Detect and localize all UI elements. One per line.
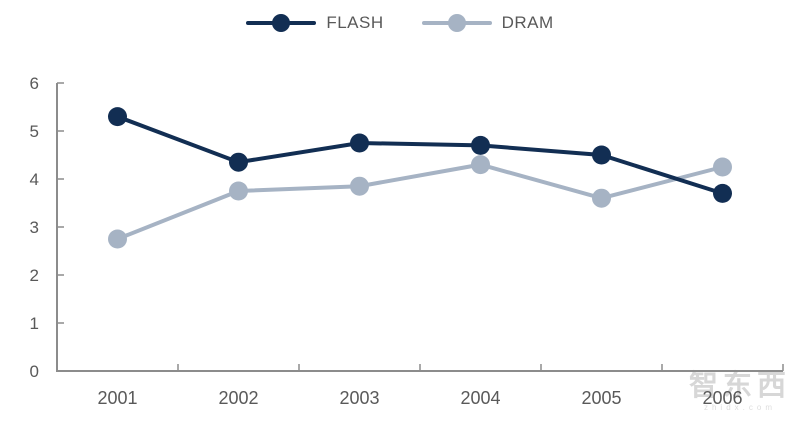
x-tick-label-2005: 2005 — [581, 388, 621, 408]
x-tick-label-2003: 2003 — [339, 388, 379, 408]
dram-point-2004 — [471, 155, 490, 175]
x-tick-label-2004: 2004 — [460, 388, 500, 408]
legend: FLASH DRAM — [0, 6, 800, 40]
dram-series-marker-icon — [421, 14, 492, 32]
dram-point-2005 — [592, 188, 611, 208]
x-tick-label-2006: 2006 — [702, 388, 742, 408]
x-tick-label-2001: 2001 — [97, 388, 137, 408]
dram-point-2002 — [229, 181, 248, 201]
y-tick-label: 0 — [30, 362, 39, 381]
legend-item-dram: DRAM — [421, 13, 554, 33]
flash-legend-dot — [272, 14, 291, 32]
flash-point-2001 — [108, 107, 127, 127]
legend-item-flash: FLASH — [246, 13, 383, 33]
flash-point-2004 — [471, 135, 490, 155]
y-tick-label: 2 — [30, 266, 39, 285]
flash-point-2002 — [229, 152, 248, 172]
watermark-logo-text: 智东西 — [688, 370, 791, 402]
watermark-subtext: zhidx.com — [703, 403, 776, 412]
y-tick-label: 3 — [30, 218, 39, 237]
dram-legend-dot — [447, 14, 466, 32]
y-tick-label: 6 — [30, 74, 39, 93]
y-tick-label: 4 — [30, 170, 39, 189]
dram-point-2006 — [713, 157, 732, 177]
flash-point-2003 — [350, 133, 369, 153]
y-tick-label: 5 — [30, 122, 39, 141]
watermark: 智东西 zhidx.com — [684, 372, 796, 412]
y-tick-label: 1 — [30, 314, 39, 333]
flash-line — [116, 114, 724, 196]
dram-line — [116, 162, 723, 241]
flash-series-marker-icon — [246, 14, 317, 32]
legend-label-flash: FLASH — [326, 13, 384, 32]
dram-point-2003 — [350, 176, 369, 196]
legend-label-dram: DRAM — [501, 13, 554, 32]
flash-point-2006 — [713, 183, 732, 203]
x-tick-label-2002: 2002 — [218, 388, 258, 408]
flash-point-2005 — [592, 145, 611, 165]
dram-point-2001 — [108, 229, 127, 249]
